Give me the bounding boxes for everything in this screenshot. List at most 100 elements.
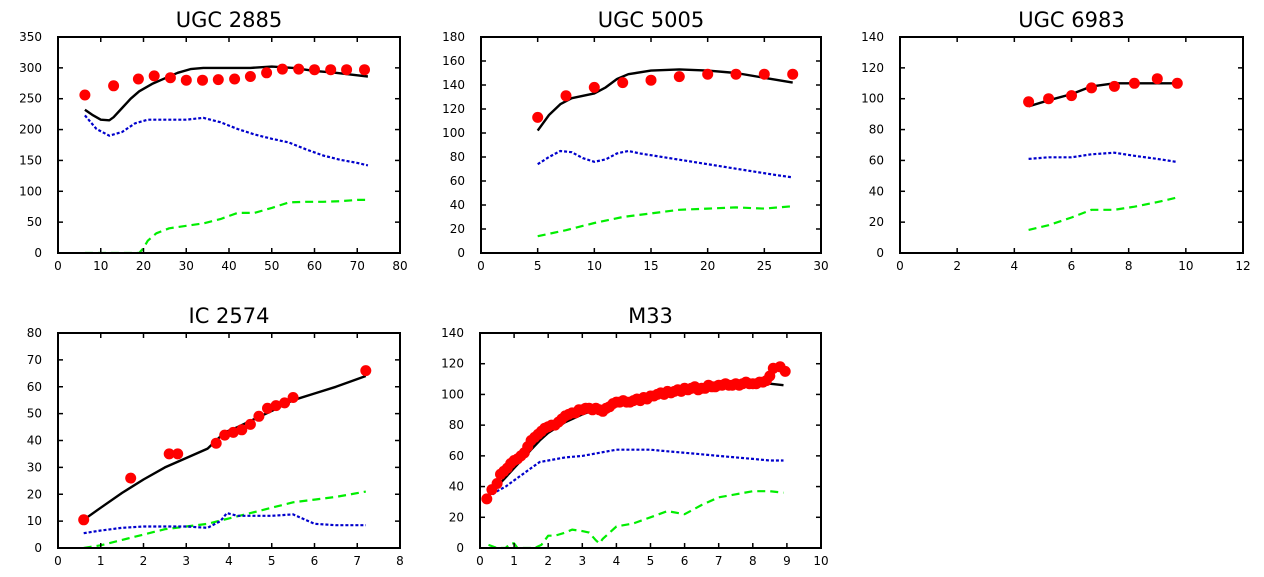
x-tick-label: 50 [264,259,279,273]
y-tick-label: 20 [27,487,42,501]
x-tick-label: 1 [97,554,105,568]
data-point [78,514,90,526]
y-tick-label: 80 [450,150,465,164]
x-tick-label: 80 [392,259,407,273]
data-point [787,68,799,80]
x-tick-label: 10 [587,259,602,273]
series-line-component-blue [84,114,369,167]
y-tick-label: 200 [19,123,42,137]
panel-ugc-5005: UGC 5005 0 5 10 15 20 25 30 0 20 40 60 80 100 120 140 16… [442,8,829,273]
x-tick-label: 2 [953,259,961,273]
x-tick-label: 10 [93,259,108,273]
data-point [197,74,208,86]
chart-title: UGC 6983 [1018,8,1124,32]
y-tick-label: 140 [861,30,884,44]
data-point [588,81,600,93]
plot-area [487,382,784,548]
x-tick-label: 40 [221,259,236,273]
data-point [163,448,175,460]
data-point [1108,80,1120,92]
data-point [270,400,282,412]
x-tick-label: 3 [182,554,190,568]
y-tick-label: 120 [442,102,465,116]
x-tick-label: 20 [700,259,715,273]
data-point [210,437,222,449]
y-tick-label: 100 [19,184,42,198]
x-tick-label: 2 [544,554,552,568]
data-point [1128,77,1140,89]
x-tick-label: 1 [510,554,518,568]
series-line-component-blue [487,448,784,499]
data-point [617,77,629,89]
chart-title: IC 2574 [189,304,270,328]
y-tick-label: 70 [27,353,42,367]
data-point [132,73,144,85]
chart-title: UGC 2885 [176,8,282,32]
data-point [730,68,742,80]
data-point [673,71,685,83]
y-tick-label: 140 [442,78,465,92]
y-tick-label: 60 [869,153,884,167]
data-point [1043,93,1055,105]
x-tick-label: 4 [613,554,621,568]
chart-title: UGC 5005 [598,8,704,32]
data-point [261,67,273,79]
x-tick-label: 10 [1178,259,1193,273]
y-tick-label: 0 [34,246,42,260]
data-point [244,71,256,82]
data-point [262,402,273,414]
data-point [481,493,493,505]
y-tick-label: 50 [27,407,42,421]
y-tick-label: 100 [442,126,465,140]
y-tick-label: 60 [450,174,465,188]
y-tick-label: 0 [456,541,464,555]
series-line-component-green [537,205,793,238]
series-line-component-green [83,490,366,548]
y-tick-label: 80 [869,123,884,137]
data-point [702,68,714,80]
x-tick-label: 5 [647,554,655,568]
y-tick-label: 80 [449,418,464,432]
data-point [229,73,241,85]
data-point [309,64,320,76]
x-tick-label: 0 [477,259,485,273]
series-line-total [84,65,369,122]
data-point [172,448,184,460]
y-tick-label: 20 [449,510,464,524]
y-tick-label: 160 [442,54,465,68]
x-tick-label: 5 [534,259,542,273]
y-tick-label: 120 [861,61,884,75]
data-point [1171,77,1183,89]
y-tick-label: 40 [27,434,42,448]
x-tick-label: 15 [643,259,658,273]
x-tick-label: 5 [268,554,276,568]
x-tick-label: 2 [140,554,148,568]
x-tick-label: 0 [476,554,484,568]
data-point [360,365,372,377]
data-point [244,418,256,430]
data-point [359,64,370,76]
series-line-component-green [84,198,368,253]
x-tick-label: 10 [813,554,828,568]
panel-ugc-2885: UGC 2885 0 10 20 30 40 50 60 70 80 0 50 100 150 200 250… [19,8,408,273]
x-tick-label: 70 [350,259,365,273]
series-line-total [536,68,793,132]
series-line-total [83,374,367,521]
data-point [212,74,224,86]
x-tick-label: 4 [1011,259,1019,273]
y-tick-label: 100 [441,387,464,401]
y-tick-label: 250 [19,92,42,106]
y-tick-label: 180 [442,30,465,44]
x-tick-label: 3 [578,554,586,568]
y-tick-label: 30 [27,460,42,474]
data-point [758,68,770,80]
data-point [180,74,192,86]
y-tick-label: 50 [27,215,42,229]
data-point [293,63,305,75]
y-tick-label: 140 [441,326,464,340]
x-tick-label: 60 [307,259,322,273]
x-tick-label: 12 [1235,259,1250,273]
x-tick-label: 6 [681,554,689,568]
